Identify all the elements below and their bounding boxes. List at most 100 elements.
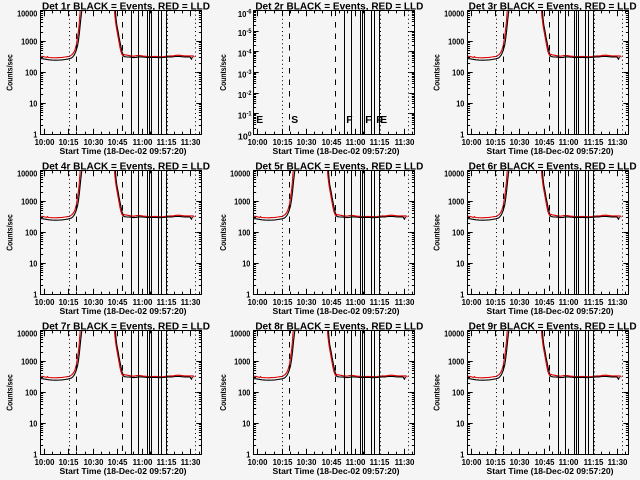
svg-text:Det 5r BLACK = Events, RED = L: Det 5r BLACK = Events, RED = LLD — [255, 161, 423, 172]
svg-text:100: 100 — [238, 388, 250, 398]
svg-text:1: 1 — [460, 450, 464, 460]
svg-text:1000: 1000 — [21, 197, 37, 207]
svg-text:10: 10 — [29, 99, 37, 109]
svg-text:10:45: 10:45 — [535, 137, 555, 147]
svg-text:Det 9r BLACK = Events, RED = L: Det 9r BLACK = Events, RED = LLD — [469, 321, 637, 332]
svg-text:11:15: 11:15 — [157, 457, 177, 467]
svg-text:S: S — [291, 115, 298, 126]
svg-text:10000: 10000 — [230, 329, 250, 339]
svg-text:11:00: 11:00 — [133, 137, 153, 147]
svg-text:11:30: 11:30 — [181, 297, 201, 307]
svg-text:10:15: 10:15 — [486, 457, 506, 467]
svg-text:10: 10 — [242, 419, 250, 429]
svg-text:10:00: 10:00 — [248, 137, 268, 147]
svg-text:11:00: 11:00 — [559, 297, 579, 307]
svg-text:1000: 1000 — [448, 37, 464, 47]
svg-text:10:15: 10:15 — [273, 457, 293, 467]
svg-text:1000: 1000 — [448, 357, 464, 367]
svg-text:Start Time (18-Dec-02 09:57:20: Start Time (18-Dec-02 09:57:20) — [60, 146, 187, 156]
svg-text:Counts/sec: Counts/sec — [431, 374, 441, 411]
svg-text:10:30: 10:30 — [84, 457, 104, 467]
svg-text:1: 1 — [246, 290, 250, 300]
svg-text:11:30: 11:30 — [395, 457, 415, 467]
svg-text:Det 3r BLACK = Events, RED = L: Det 3r BLACK = Events, RED = LLD — [469, 1, 637, 12]
svg-text:Det 4r BLACK = Events, RED = L: Det 4r BLACK = Events, RED = LLD — [42, 161, 210, 172]
svg-text:Counts/sec: Counts/sec — [218, 54, 228, 91]
svg-text:10000: 10000 — [17, 329, 37, 339]
svg-text:11:30: 11:30 — [608, 297, 628, 307]
svg-text:11:00: 11:00 — [559, 457, 579, 467]
svg-text:Counts/sec: Counts/sec — [218, 214, 228, 251]
svg-text:10:15: 10:15 — [486, 137, 506, 147]
svg-text:100: 100 — [452, 228, 464, 238]
svg-text:10000: 10000 — [444, 9, 464, 19]
svg-text:10:15: 10:15 — [273, 137, 293, 147]
svg-text:10000: 10000 — [444, 329, 464, 339]
svg-text:Start Time (18-Dec-02 09:57:20: Start Time (18-Dec-02 09:57:20) — [273, 306, 400, 316]
svg-text:11:00: 11:00 — [346, 297, 366, 307]
svg-text:100: 100 — [452, 388, 464, 398]
svg-text:11:15: 11:15 — [584, 137, 604, 147]
svg-text:10:45: 10:45 — [108, 297, 128, 307]
svg-text:Det 8r BLACK = Events, RED = L: Det 8r BLACK = Events, RED = LLD — [255, 321, 423, 332]
svg-text:10: 10 — [242, 259, 250, 269]
svg-text:Counts/sec: Counts/sec — [218, 374, 228, 411]
svg-text:1000: 1000 — [448, 197, 464, 207]
svg-text:10:30: 10:30 — [510, 137, 530, 147]
svg-text:10:30: 10:30 — [84, 297, 104, 307]
svg-text:10:45: 10:45 — [535, 457, 555, 467]
svg-text:10:15: 10:15 — [273, 297, 293, 307]
svg-text:11:30: 11:30 — [181, 137, 201, 147]
svg-text:1: 1 — [33, 290, 37, 300]
svg-text:Det 6r BLACK = Events, RED = L: Det 6r BLACK = Events, RED = LLD — [469, 161, 637, 172]
svg-text:Start Time (18-Dec-02 09:57:20: Start Time (18-Dec-02 09:57:20) — [60, 306, 187, 316]
svg-text:Start Time (18-Dec-02 09:57:20: Start Time (18-Dec-02 09:57:20) — [273, 146, 400, 156]
svg-text:1000: 1000 — [234, 357, 250, 367]
svg-text:10:00: 10:00 — [35, 457, 55, 467]
svg-text:10:00: 10:00 — [462, 297, 482, 307]
svg-text:11:00: 11:00 — [133, 457, 153, 467]
svg-text:11:15: 11:15 — [584, 297, 604, 307]
svg-text:11:00: 11:00 — [133, 297, 153, 307]
svg-text:Counts/sec: Counts/sec — [5, 214, 15, 251]
svg-text:10:00: 10:00 — [462, 137, 482, 147]
svg-text:10:15: 10:15 — [59, 137, 79, 147]
svg-text:1: 1 — [246, 450, 250, 460]
svg-text:10:30: 10:30 — [510, 457, 530, 467]
svg-text:100: 100 — [238, 131, 252, 141]
svg-text:10: 10 — [29, 419, 37, 429]
svg-text:1: 1 — [460, 130, 464, 140]
svg-text:11:30: 11:30 — [395, 137, 415, 147]
svg-text:11:15: 11:15 — [370, 137, 390, 147]
svg-text:10000: 10000 — [17, 9, 37, 19]
svg-text:11:15: 11:15 — [584, 457, 604, 467]
svg-text:11:00: 11:00 — [559, 137, 579, 147]
svg-text:10-4: 10-4 — [238, 48, 252, 58]
svg-text:Det 1r BLACK = Events, RED = L: Det 1r BLACK = Events, RED = LLD — [42, 1, 210, 12]
svg-text:10:00: 10:00 — [35, 137, 55, 147]
svg-text:10-1: 10-1 — [238, 110, 252, 120]
svg-text:E: E — [256, 115, 263, 126]
svg-text:100: 100 — [452, 68, 464, 78]
svg-text:10-6: 10-6 — [238, 9, 252, 19]
svg-text:Start Time (18-Dec-02 09:57:20: Start Time (18-Dec-02 09:57:20) — [487, 146, 614, 156]
svg-text:10: 10 — [456, 419, 464, 429]
svg-text:10:30: 10:30 — [297, 137, 317, 147]
svg-text:10:45: 10:45 — [322, 457, 342, 467]
svg-text:10:30: 10:30 — [297, 457, 317, 467]
svg-text:Counts/sec: Counts/sec — [431, 214, 441, 251]
svg-text:F: F — [365, 115, 371, 126]
svg-text:100: 100 — [25, 68, 37, 78]
svg-text:10-2: 10-2 — [238, 90, 252, 100]
svg-text:10: 10 — [456, 259, 464, 269]
svg-text:11:15: 11:15 — [370, 297, 390, 307]
svg-text:10:45: 10:45 — [108, 137, 128, 147]
svg-text:10:45: 10:45 — [322, 137, 342, 147]
svg-text:Counts/sec: Counts/sec — [5, 54, 15, 91]
svg-text:E: E — [380, 115, 387, 126]
svg-text:10000: 10000 — [230, 169, 250, 179]
svg-text:Det 2r BLACK = Events, RED = L: Det 2r BLACK = Events, RED = LLD — [255, 1, 423, 12]
svg-text:10:00: 10:00 — [248, 297, 268, 307]
svg-text:10-5: 10-5 — [238, 28, 252, 38]
svg-text:10:00: 10:00 — [462, 457, 482, 467]
